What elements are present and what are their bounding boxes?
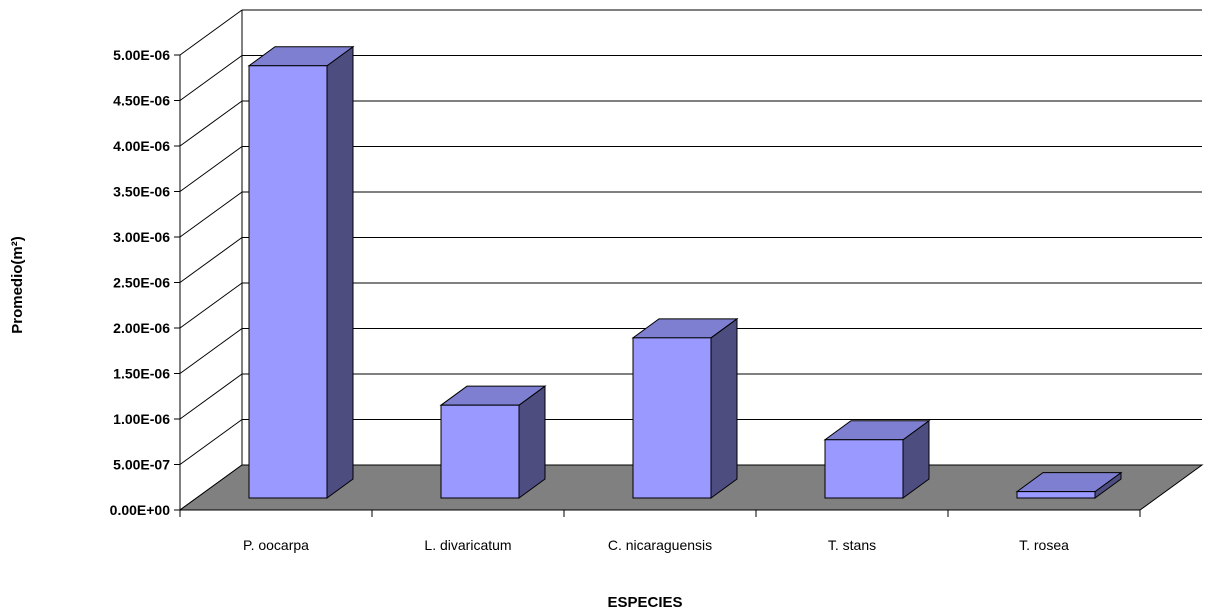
bar-front [249,66,327,498]
x-tick-label: P. oocarpa [243,537,309,553]
y-tick-label: 4.00E-06 [113,138,170,154]
bar-1 [441,386,545,498]
bar-side [711,319,737,498]
y-tick-label: 0.00E+00 [110,502,171,518]
y-tick-label: 2.00E-06 [113,320,170,336]
x-tick-label: T. stans [828,537,876,553]
y-tick-label: 5.00E-06 [113,47,170,63]
y-tick-label: 5.00E-07 [113,457,170,473]
bar-front [633,338,711,498]
y-axis-title: Promedio(m²) [9,236,26,334]
x-tick-label: T. rosea [1019,537,1069,553]
y-tick-label: 2.50E-06 [113,275,170,291]
bar-side [519,386,545,498]
y-tick-labels: 0.00E+00 5.00E-07 1.00E-06 1.50E-06 2.00E-06… [110,47,171,518]
bar-front [1017,492,1095,498]
y-tick-label: 4.50E-06 [113,93,170,109]
bar-3 [825,421,929,498]
y-tick-label: 3.50E-06 [113,184,170,200]
x-axis-title: ESPECIES [607,594,682,611]
x-tick-label: C. nicaraguensis [608,537,712,553]
y-tick-label: 3.00E-06 [113,229,170,245]
x-tick-label: L. divaricatum [424,537,511,553]
y-tick-label: 1.50E-06 [113,366,170,382]
bar-2 [633,319,737,498]
bar-front [825,440,903,498]
bar-front [441,405,519,498]
x-tick-labels: P. oocarpa L. divaricatum C. nicaraguensis… [243,537,1069,553]
bar-side [327,47,353,498]
bar-0 [249,47,353,498]
y-tick-label: 1.00E-06 [113,411,170,427]
